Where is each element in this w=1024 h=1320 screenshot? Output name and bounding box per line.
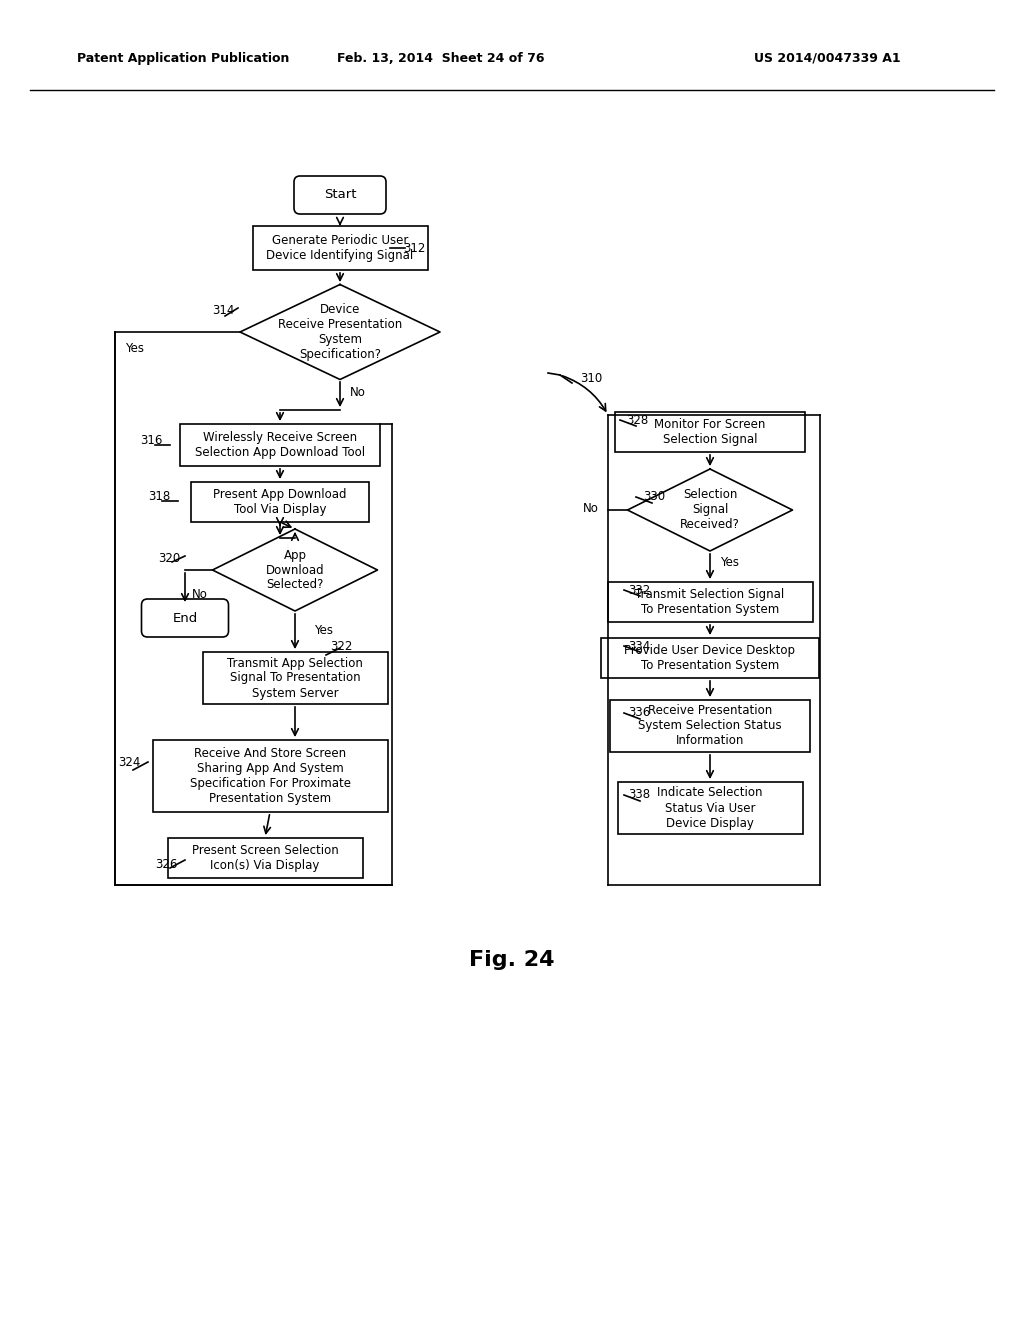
Text: 310: 310 <box>580 371 602 384</box>
FancyBboxPatch shape <box>141 599 228 638</box>
FancyBboxPatch shape <box>601 638 819 678</box>
Text: No: No <box>583 502 599 515</box>
Text: Provide User Device Desktop
To Presentation System: Provide User Device Desktop To Presentat… <box>625 644 796 672</box>
Text: US 2014/0047339 A1: US 2014/0047339 A1 <box>755 51 901 65</box>
Text: Patent Application Publication: Patent Application Publication <box>77 51 289 65</box>
Text: 320: 320 <box>158 552 180 565</box>
Text: 338: 338 <box>628 788 650 801</box>
FancyBboxPatch shape <box>294 176 386 214</box>
Text: Start: Start <box>324 189 356 202</box>
Text: Generate Periodic User
Device Identifying Signal: Generate Periodic User Device Identifyin… <box>266 234 414 261</box>
Text: 330: 330 <box>643 491 666 503</box>
FancyBboxPatch shape <box>191 482 369 521</box>
Text: 326: 326 <box>155 858 177 871</box>
Text: Device
Receive Presentation
System
Specification?: Device Receive Presentation System Speci… <box>278 304 402 360</box>
FancyBboxPatch shape <box>610 700 810 752</box>
Text: Transmit App Selection
Signal To Presentation
System Server: Transmit App Selection Signal To Present… <box>227 656 362 700</box>
Text: Transmit Selection Signal
To Presentation System: Transmit Selection Signal To Presentatio… <box>635 587 784 616</box>
Text: No: No <box>350 387 366 400</box>
Text: Receive And Store Screen
Sharing App And System
Specification For Proximate
Pres: Receive And Store Screen Sharing App And… <box>189 747 350 805</box>
FancyBboxPatch shape <box>180 424 380 466</box>
Text: Present Screen Selection
Icon(s) Via Display: Present Screen Selection Icon(s) Via Dis… <box>191 843 338 873</box>
Text: 324: 324 <box>118 755 140 768</box>
Text: Selection
Signal
Received?: Selection Signal Received? <box>680 488 740 532</box>
Text: App
Download
Selected?: App Download Selected? <box>265 549 325 591</box>
Text: Receive Presentation
System Selection Status
Information: Receive Presentation System Selection St… <box>638 705 781 747</box>
Text: Feb. 13, 2014  Sheet 24 of 76: Feb. 13, 2014 Sheet 24 of 76 <box>337 51 544 65</box>
Text: Monitor For Screen
Selection Signal: Monitor For Screen Selection Signal <box>654 418 766 446</box>
FancyBboxPatch shape <box>617 781 803 834</box>
FancyBboxPatch shape <box>607 582 812 622</box>
Text: 316: 316 <box>140 433 163 446</box>
FancyBboxPatch shape <box>168 838 362 878</box>
FancyArrowPatch shape <box>562 376 606 411</box>
FancyBboxPatch shape <box>153 741 387 812</box>
Text: 334: 334 <box>628 639 650 652</box>
Text: 312: 312 <box>403 242 425 255</box>
Text: Yes: Yes <box>720 556 739 569</box>
Text: Indicate Selection
Status Via User
Device Display: Indicate Selection Status Via User Devic… <box>657 787 763 829</box>
Text: Present App Download
Tool Via Display: Present App Download Tool Via Display <box>213 488 347 516</box>
Polygon shape <box>213 529 378 611</box>
Polygon shape <box>628 469 793 550</box>
FancyBboxPatch shape <box>253 226 427 271</box>
Text: End: End <box>172 611 198 624</box>
Text: 328: 328 <box>626 413 648 426</box>
FancyBboxPatch shape <box>615 412 805 451</box>
Text: 318: 318 <box>148 491 170 503</box>
Text: Fig. 24: Fig. 24 <box>469 950 555 970</box>
Text: Yes: Yes <box>125 342 144 355</box>
Text: No: No <box>193 587 208 601</box>
Text: Wirelessly Receive Screen
Selection App Download Tool: Wirelessly Receive Screen Selection App … <box>195 432 366 459</box>
Text: 322: 322 <box>330 640 352 653</box>
Text: 314: 314 <box>212 304 234 317</box>
Polygon shape <box>240 285 440 380</box>
Text: 336: 336 <box>628 706 650 719</box>
FancyBboxPatch shape <box>203 652 387 704</box>
Text: 332: 332 <box>628 583 650 597</box>
Text: Yes: Yes <box>314 624 333 638</box>
